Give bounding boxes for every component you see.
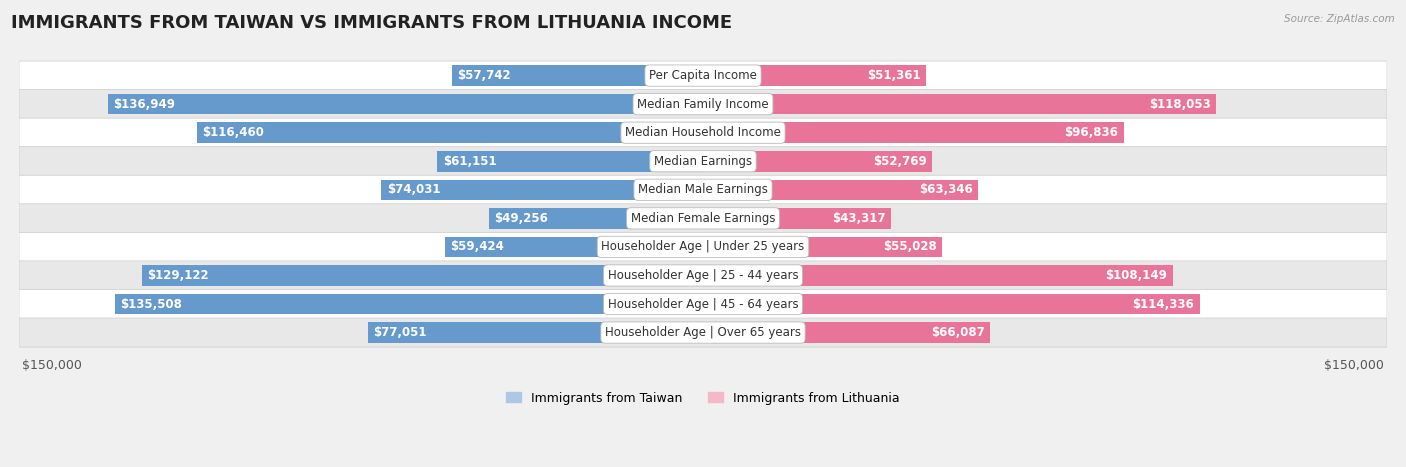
Bar — [703, 265, 1173, 286]
Text: Householder Age | 25 - 44 years: Householder Age | 25 - 44 years — [607, 269, 799, 282]
Text: Householder Age | 45 - 64 years: Householder Age | 45 - 64 years — [607, 297, 799, 311]
Bar — [444, 237, 703, 257]
Text: $55,028: $55,028 — [883, 241, 936, 254]
Text: $49,256: $49,256 — [495, 212, 548, 225]
Bar — [453, 65, 703, 86]
Bar — [703, 237, 942, 257]
Text: $129,122: $129,122 — [148, 269, 209, 282]
FancyBboxPatch shape — [20, 175, 1386, 205]
Bar — [703, 65, 927, 86]
Text: $57,742: $57,742 — [457, 69, 510, 82]
Text: $118,053: $118,053 — [1149, 98, 1211, 111]
Text: $116,460: $116,460 — [202, 126, 264, 139]
Text: Median Family Income: Median Family Income — [637, 98, 769, 111]
Text: $114,336: $114,336 — [1133, 297, 1194, 311]
Bar — [703, 208, 891, 229]
Bar — [703, 122, 1123, 143]
Text: IMMIGRANTS FROM TAIWAN VS IMMIGRANTS FROM LITHUANIA INCOME: IMMIGRANTS FROM TAIWAN VS IMMIGRANTS FRO… — [11, 14, 733, 32]
Bar — [197, 122, 703, 143]
FancyBboxPatch shape — [20, 233, 1386, 262]
Bar — [703, 151, 932, 171]
Text: $74,031: $74,031 — [387, 184, 440, 196]
Text: $96,836: $96,836 — [1064, 126, 1118, 139]
Text: Median Household Income: Median Household Income — [626, 126, 780, 139]
Bar — [489, 208, 703, 229]
Text: Per Capita Income: Per Capita Income — [650, 69, 756, 82]
Bar — [368, 322, 703, 343]
FancyBboxPatch shape — [20, 204, 1386, 233]
Text: Source: ZipAtlas.com: Source: ZipAtlas.com — [1284, 14, 1395, 24]
Bar — [437, 151, 703, 171]
Text: $108,149: $108,149 — [1105, 269, 1167, 282]
FancyBboxPatch shape — [20, 318, 1386, 347]
Text: $52,769: $52,769 — [873, 155, 927, 168]
Bar — [703, 322, 990, 343]
Bar — [142, 265, 703, 286]
FancyBboxPatch shape — [20, 290, 1386, 318]
Text: $135,508: $135,508 — [120, 297, 181, 311]
FancyBboxPatch shape — [20, 90, 1386, 119]
Text: $59,424: $59,424 — [450, 241, 503, 254]
Text: Median Earnings: Median Earnings — [654, 155, 752, 168]
FancyBboxPatch shape — [20, 147, 1386, 176]
Text: $136,949: $136,949 — [114, 98, 176, 111]
FancyBboxPatch shape — [20, 61, 1386, 90]
Bar — [703, 179, 979, 200]
Text: $51,361: $51,361 — [868, 69, 921, 82]
Bar — [703, 94, 1216, 114]
Bar — [381, 179, 703, 200]
Text: $63,346: $63,346 — [920, 184, 973, 196]
FancyBboxPatch shape — [20, 261, 1386, 290]
Text: Median Male Earnings: Median Male Earnings — [638, 184, 768, 196]
Bar — [108, 94, 703, 114]
Legend: Immigrants from Taiwan, Immigrants from Lithuania: Immigrants from Taiwan, Immigrants from … — [502, 387, 904, 410]
Bar — [114, 294, 703, 314]
Text: $66,087: $66,087 — [931, 326, 984, 339]
Text: $61,151: $61,151 — [443, 155, 496, 168]
Text: $43,317: $43,317 — [832, 212, 886, 225]
Bar — [703, 294, 1199, 314]
Text: Householder Age | Under 25 years: Householder Age | Under 25 years — [602, 241, 804, 254]
Text: Median Female Earnings: Median Female Earnings — [631, 212, 775, 225]
FancyBboxPatch shape — [20, 118, 1386, 147]
Text: $77,051: $77,051 — [374, 326, 427, 339]
Text: Householder Age | Over 65 years: Householder Age | Over 65 years — [605, 326, 801, 339]
